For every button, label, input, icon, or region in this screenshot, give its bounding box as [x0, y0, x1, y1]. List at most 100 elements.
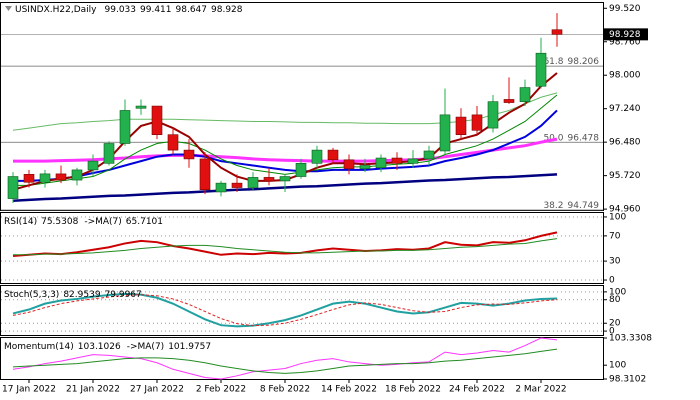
candle-body	[487, 101, 499, 129]
candle-body	[391, 157, 403, 164]
close-value: 98.928	[211, 5, 243, 15]
stoch-panel	[0, 285, 604, 336]
y-tick-label: 103.3308	[609, 334, 652, 344]
moving-average	[12, 92, 558, 131]
x-tick-label: 27 Jan 2022	[130, 385, 184, 395]
series-name: ->MA(7)	[84, 217, 121, 227]
x-tick-label: 24 Feb 2022	[449, 385, 505, 395]
candle-body	[423, 150, 435, 160]
line-series	[12, 294, 558, 327]
candle-body	[295, 163, 307, 177]
fib-price: 94.749	[568, 201, 600, 211]
chart-title: USINDX.H22,Daily 99.033 99.411 98.647 98.928	[15, 5, 243, 15]
candle-body	[327, 149, 339, 161]
fib-ratio: 50.0	[543, 133, 563, 143]
candle-body	[503, 99, 515, 103]
y-tick-label: 0	[609, 276, 615, 286]
y-tick-label: 95.720	[609, 171, 641, 181]
candle-body	[263, 177, 275, 182]
y-tick-label: 94.960	[609, 205, 641, 215]
high-value: 99.411	[140, 5, 172, 15]
candle-body	[455, 116, 467, 135]
price-tag	[604, 28, 648, 41]
fib-price: 98.206	[568, 57, 600, 67]
candle-body	[407, 158, 419, 164]
rsi-panel	[0, 212, 604, 284]
x-tick-label: 18 Feb 2022	[385, 385, 441, 395]
y-tick-label: 100	[609, 287, 626, 297]
x-tick-label: 21 Jan 2022	[66, 385, 120, 395]
y-tick-label: 30	[609, 257, 621, 267]
fib-label: 61.8 98.206	[543, 57, 599, 67]
series-last-value: 75.5308	[41, 217, 78, 227]
candle-body	[519, 87, 531, 102]
candle-body	[71, 169, 83, 181]
candle-body	[167, 134, 179, 151]
series-last-value: 82.9539	[63, 290, 100, 300]
candle-body	[215, 182, 227, 193]
candle-body	[279, 176, 291, 182]
indicator-header: Momentum(14) 103.1026 ->MA(7) 101.9757	[4, 342, 211, 352]
moving-average	[13, 137, 558, 163]
line-series	[12, 292, 558, 328]
candle-body	[183, 149, 195, 160]
y-tick-label: 98.000	[609, 71, 641, 81]
price-panel	[0, 2, 604, 211]
candle-body	[535, 52, 547, 87]
series-last-value: 101.9757	[168, 342, 211, 352]
candle-body	[7, 176, 19, 199]
fib-price: 96.478	[568, 133, 600, 143]
fib-label: 50.0 96.478	[543, 133, 599, 143]
series-last-value: 65.7101	[126, 217, 163, 227]
candle-body	[119, 110, 131, 144]
series-last-value: 79.9967	[105, 290, 142, 300]
line-series	[12, 231, 558, 258]
x-tick-label: 17 Jan 2022	[2, 385, 56, 395]
symbol-icon	[5, 6, 12, 11]
indicator-header: RSI(14) 75.5308 ->MA(7) 65.7101	[4, 217, 163, 227]
fib-ratio: 38.2	[543, 201, 563, 211]
y-tick-label: 80	[609, 295, 621, 305]
line-series	[12, 337, 558, 380]
series-name: RSI(14)	[4, 217, 37, 227]
candle-body	[199, 158, 211, 191]
candle-body	[359, 165, 371, 169]
candle-body	[87, 160, 99, 171]
fib-label: 38.2 94.749	[543, 201, 599, 211]
y-tick-label: 98.760	[609, 37, 641, 47]
low-value: 98.647	[176, 5, 208, 15]
candle-body	[247, 177, 259, 188]
x-tick-label: 2 Feb 2022	[196, 385, 246, 395]
y-tick-label: 100	[609, 212, 626, 222]
x-tick-label: 14 Feb 2022	[321, 385, 377, 395]
candle-body	[39, 173, 51, 183]
open-value: 99.033	[105, 5, 137, 15]
y-tick-label: 96.480	[609, 138, 641, 148]
candle-body	[551, 29, 563, 35]
candle-body	[375, 157, 387, 169]
x-tick-label: 8 Feb 2022	[260, 385, 310, 395]
line-series	[12, 348, 558, 374]
indicator-header: Stoch(5,3,3) 82.9539 79.9967	[4, 290, 142, 300]
candle-body	[23, 174, 35, 183]
x-tick-label: 2 Mar 2022	[515, 385, 566, 395]
series-name: ->MA(7)	[127, 342, 164, 352]
symbol: USINDX.H22,Daily	[15, 5, 97, 15]
series-name: Stoch(5,3,3)	[4, 290, 59, 300]
candle-body	[151, 105, 163, 135]
moving-average	[13, 109, 558, 182]
y-tick-label: 100	[609, 361, 626, 371]
y-tick-label: 70	[609, 231, 621, 241]
y-tick-label: 98.3102	[609, 375, 646, 385]
price-tag-label: 98.928	[609, 30, 641, 40]
y-tick-label: 97.240	[609, 104, 641, 114]
candle-body	[55, 173, 67, 181]
y-tick-label: 0	[609, 327, 615, 337]
candle-body	[103, 143, 115, 164]
line-series	[13, 238, 558, 256]
candle-body	[231, 182, 243, 188]
series-name: Momentum(14)	[4, 342, 74, 352]
candle-body	[343, 159, 355, 169]
